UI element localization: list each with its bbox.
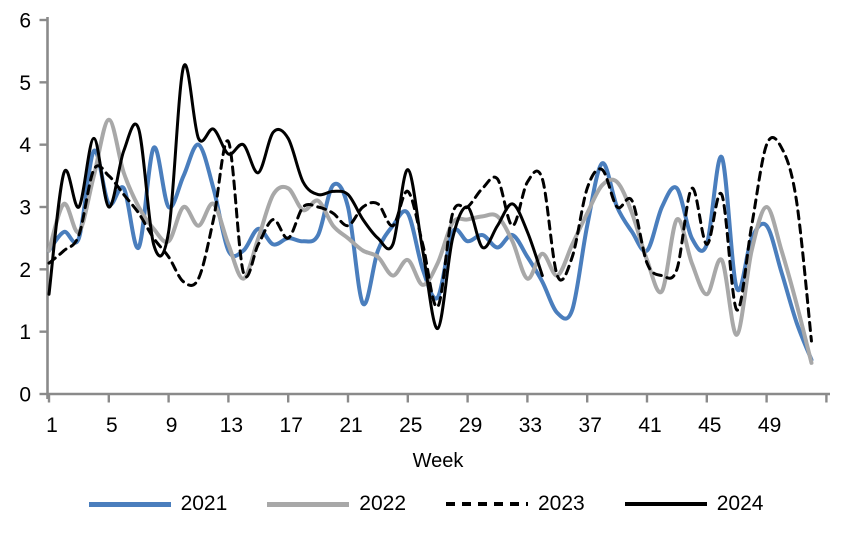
legend: 2021 2022 2023 2024 xyxy=(0,492,852,516)
legend-item-2022: 2022 xyxy=(267,492,406,516)
legend-line-2021-swatch xyxy=(88,501,171,507)
x-tick-label: 37 xyxy=(579,414,602,437)
legend-line-2024-swatch xyxy=(624,502,707,506)
series-line-2024 xyxy=(47,63,544,331)
x-tick-label: 9 xyxy=(166,414,178,437)
legend-label-2022: 2022 xyxy=(359,492,406,515)
legend-label-2023: 2023 xyxy=(538,492,585,515)
x-axis-title: Week xyxy=(413,450,465,472)
x-tick-label: 5 xyxy=(106,414,118,437)
legend-item-2023: 2023 xyxy=(446,492,585,516)
legend-line-2022-swatch xyxy=(267,501,350,507)
x-tick-label: 1 xyxy=(46,414,58,437)
y-tick-label: 0 xyxy=(19,384,31,407)
series-line-2023 xyxy=(47,136,813,343)
legend-item-2024: 2024 xyxy=(624,492,764,516)
legend-item-2021: 2021 xyxy=(88,492,228,516)
y-tick-label: 6 xyxy=(19,10,31,33)
y-tick-label: 5 xyxy=(19,72,31,95)
y-tick-label: 1 xyxy=(19,321,31,344)
y-tick-label: 4 xyxy=(19,134,31,157)
series-lines xyxy=(47,63,814,365)
x-axis-tick-labels: 1 5 9 13 17 21 25 29 33 37 41 45 49 xyxy=(46,414,781,437)
x-tick-label: 33 xyxy=(519,414,542,437)
x-tick-label: 45 xyxy=(698,414,721,437)
axes xyxy=(39,17,830,403)
series-line-2022 xyxy=(47,117,814,365)
x-tick-label: 25 xyxy=(399,414,422,437)
legend-label-2024: 2024 xyxy=(716,492,764,515)
x-tick-label: 49 xyxy=(758,414,781,437)
legend-line-2023-swatch xyxy=(446,502,528,506)
x-tick-label: 21 xyxy=(339,414,362,437)
x-tick-label: 41 xyxy=(638,414,661,437)
x-tick-label: 29 xyxy=(459,414,482,437)
x-tick-label: 13 xyxy=(220,414,243,437)
y-tick-label: 2 xyxy=(19,259,31,282)
y-tick-label: 3 xyxy=(19,197,31,220)
y-axis-tick-labels: 0 1 2 3 4 5 6 xyxy=(19,10,31,407)
x-tick-label: 17 xyxy=(280,414,303,437)
legend-label-2021: 2021 xyxy=(180,492,228,515)
